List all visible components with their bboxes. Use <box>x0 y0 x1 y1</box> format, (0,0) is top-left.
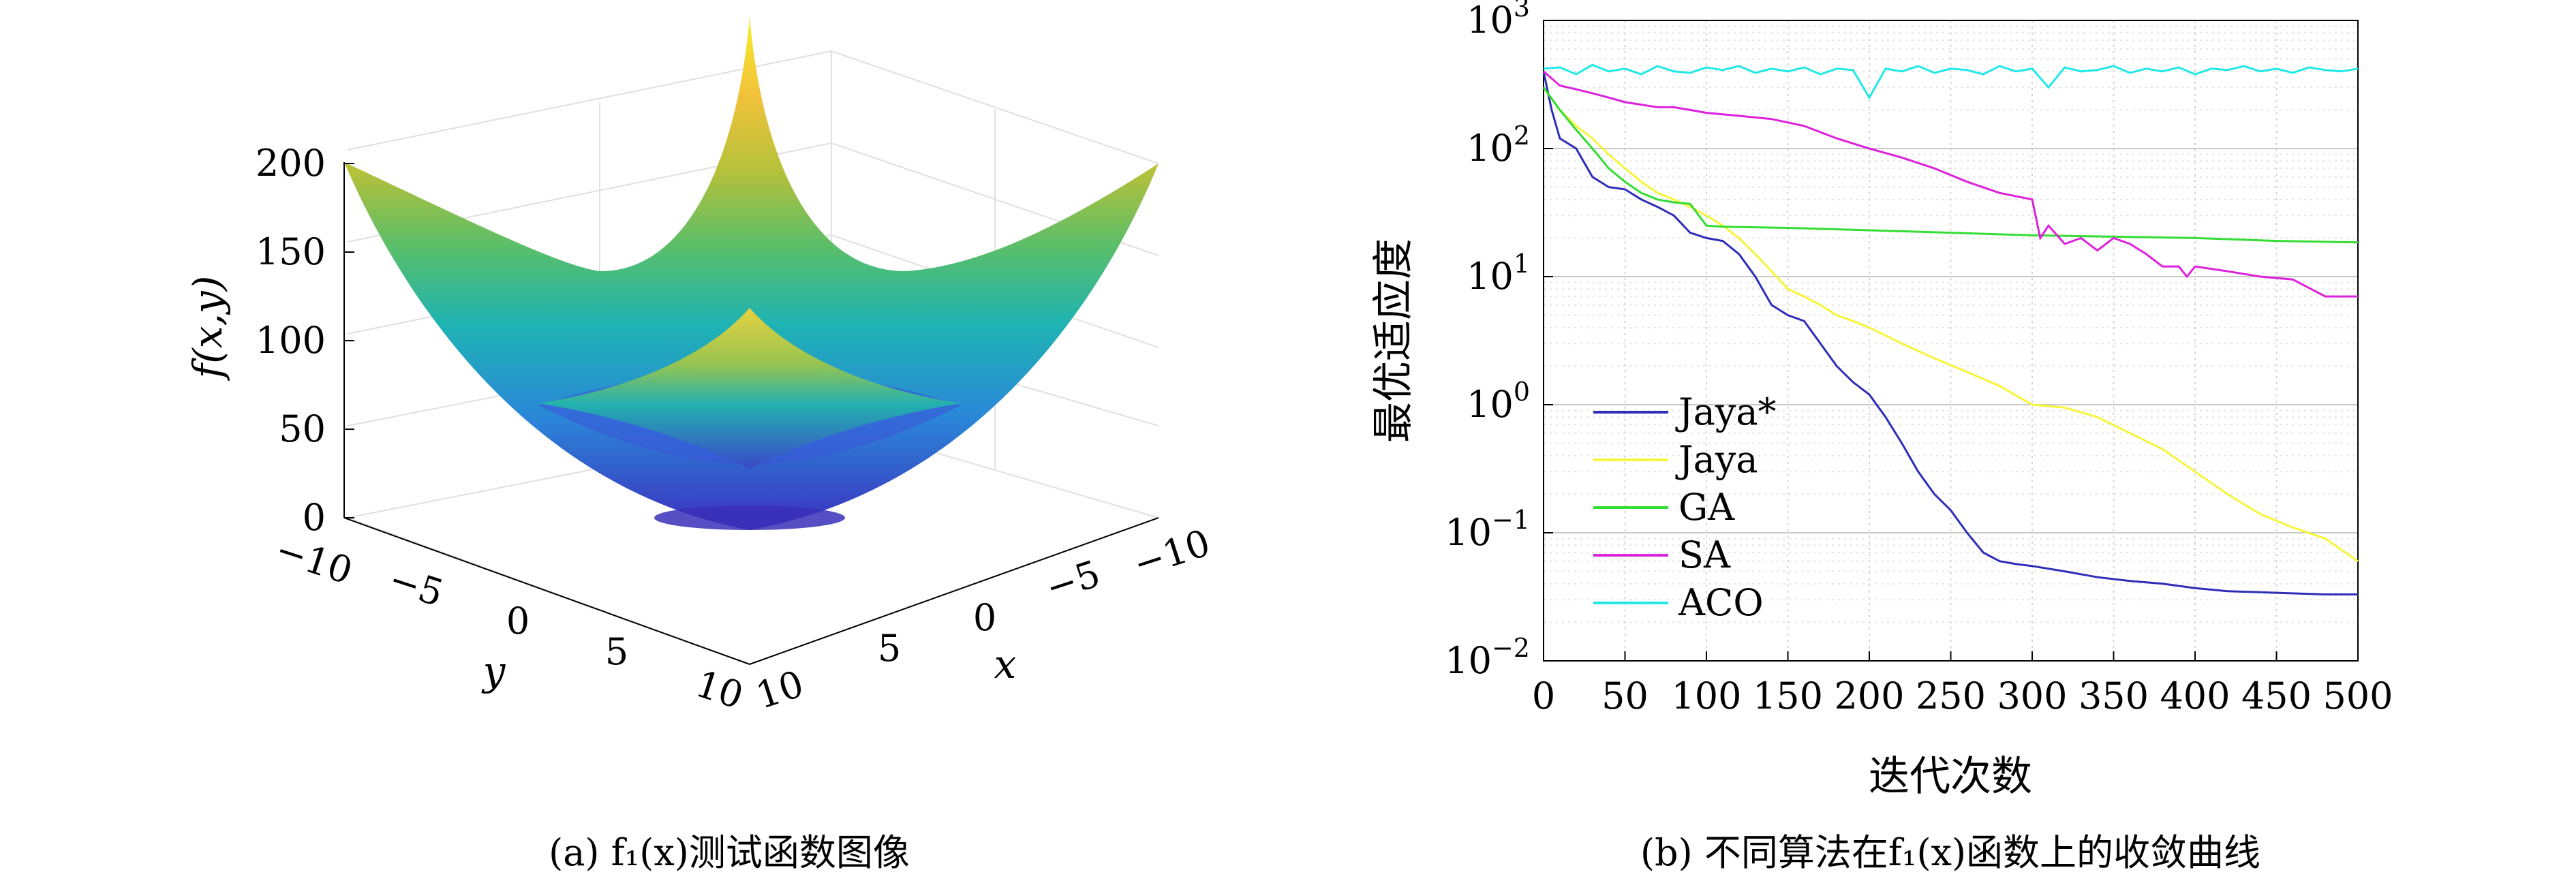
series-line-ga <box>1542 87 2359 244</box>
x-tick-label: 450 <box>2241 674 2312 717</box>
surface-minimum <box>654 506 845 530</box>
y-tick-label: 0 <box>506 600 530 642</box>
y-tick-label: −10 <box>271 528 358 593</box>
x-tick-label: 350 <box>2079 674 2149 717</box>
legend-label: Jaya <box>1675 438 1758 481</box>
caption-a: (a) f₁(x)测试函数图像 <box>549 831 910 874</box>
y-tick-label: 5 <box>605 630 628 673</box>
y-tick-label: 103 <box>1467 0 1530 42</box>
y-tick-label: 102 <box>1467 121 1530 170</box>
x-tick-label: 500 <box>2322 674 2393 717</box>
x-tick-label: 250 <box>1916 674 1986 717</box>
x-tick-label: −10 <box>1128 521 1215 586</box>
z-tick-label: 150 <box>256 230 326 273</box>
legend-label: Jaya* <box>1675 390 1777 433</box>
y-tick-label: 10−1 <box>1445 505 1530 554</box>
grid-lines <box>1543 20 2359 662</box>
x-axis-label: 迭代次数 <box>1869 753 2032 801</box>
x-tick-label: 5 <box>878 627 901 670</box>
series-line-jaya <box>1542 87 2359 562</box>
y-tick-label: 100 <box>1467 377 1530 426</box>
x-tick-label: 100 <box>1671 674 1741 717</box>
y-tick-label: 10 <box>690 662 748 717</box>
z-tick-label: 100 <box>256 319 326 362</box>
x-tick-label: 400 <box>2160 674 2230 717</box>
y-axis-label: 最优适应度 <box>1370 238 1417 443</box>
z-tick-label: 200 <box>256 142 326 185</box>
x-tick-label: 200 <box>1834 674 1904 717</box>
series-group <box>1542 63 2359 595</box>
x-axis-line <box>749 517 1159 665</box>
z-tick-label: 50 <box>279 407 326 450</box>
x-ticks: 0 50 100 150 200 250 300 350 400 450 500 <box>1532 651 2393 717</box>
series-line-sa <box>1543 70 2358 298</box>
z-axis-label: f(x,y) <box>185 276 231 382</box>
legend-label: SA <box>1678 533 1731 576</box>
x-axis-label: x <box>994 641 1017 687</box>
legend-label: GA <box>1678 486 1735 529</box>
surface-front-peak <box>538 308 961 469</box>
z-ticks <box>344 163 354 518</box>
y-tick-label: 10−2 <box>1445 633 1530 682</box>
legend-label: ACO <box>1678 581 1764 624</box>
line-panel: 0 50 100 150 200 250 300 350 400 450 500 10−210−11… <box>1370 0 2393 874</box>
grid-z50 <box>347 142 1159 256</box>
y-axis-label: y <box>481 648 506 694</box>
y-axis-line <box>343 517 750 665</box>
y-tick-label: −5 <box>384 557 448 615</box>
z-tick-label: 0 <box>303 496 326 539</box>
x-tick-label: 300 <box>1997 674 2067 717</box>
series-line-jaya <box>1542 71 2358 595</box>
surface-panel: 0 50 100 150 200 f(x,y) −10 −5 0 5 10 y … <box>185 17 1215 874</box>
x-tick-label: 150 <box>1753 674 1823 717</box>
x-tick-label: 0 <box>973 596 996 639</box>
y-ticks: 10−2 10−1 100 101 102 103 <box>1445 0 1553 682</box>
x-tick-label: 10 <box>751 662 809 717</box>
x-tick-label: −5 <box>1041 552 1105 610</box>
y-tick-label: 101 <box>1467 249 1530 298</box>
series-line-aco <box>1543 63 2359 100</box>
caption-b: (b) 不同算法在f₁(x)函数上的收敛曲线 <box>1640 831 2260 874</box>
x-tick-label: 50 <box>1601 674 1649 717</box>
x-tick-label: 0 <box>1532 674 1555 717</box>
